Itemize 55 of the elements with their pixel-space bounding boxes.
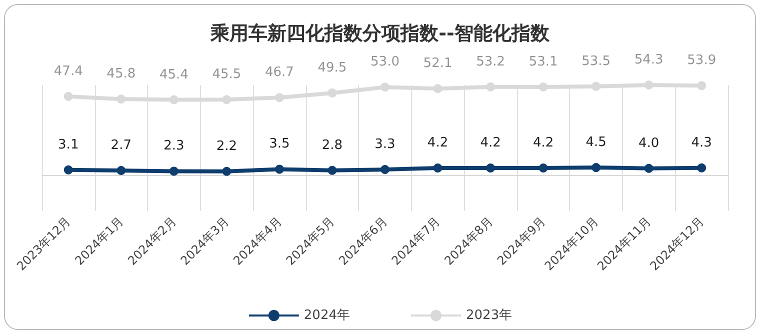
legend-label: 2023年 [466, 308, 512, 323]
point [538, 164, 548, 173]
point [486, 164, 496, 173]
point [380, 165, 390, 174]
data-label: 3.5 [269, 136, 290, 152]
data-label: 53.1 [528, 54, 558, 70]
point [592, 82, 601, 91]
data-label: 45.4 [159, 67, 188, 82]
data-label: 46.7 [264, 65, 294, 80]
point [697, 81, 706, 90]
data-label: 2.8 [322, 138, 343, 153]
point [274, 164, 284, 174]
data-label: 53.0 [370, 54, 400, 70]
data-label: 3.1 [58, 137, 79, 152]
point [64, 92, 73, 101]
data-label: 53.9 [687, 53, 716, 68]
point [486, 82, 496, 92]
point [433, 164, 442, 173]
data-label: 2.3 [164, 138, 184, 154]
data-label: 54.3 [634, 52, 664, 68]
data-label: 52.1 [423, 56, 452, 72]
data-label: 4.2 [427, 136, 448, 151]
data-label: 4.2 [480, 136, 501, 151]
point [116, 94, 126, 104]
data-label: 4.0 [638, 136, 660, 151]
data-label: 47.4 [54, 64, 83, 79]
point [64, 165, 73, 174]
point [116, 166, 126, 176]
data-label: 45.5 [212, 67, 242, 82]
data-label: 2.2 [216, 138, 238, 154]
point [169, 166, 178, 176]
data-label: 45.8 [106, 66, 136, 82]
point [222, 166, 232, 176]
point [380, 82, 390, 92]
data-label: 49.5 [318, 60, 347, 76]
data-label: 53.5 [582, 54, 611, 69]
chart-title: 乘用车新四化指数分项指数--智能化指数 [210, 22, 550, 44]
data-label: 4.3 [691, 135, 712, 150]
data-label: 4.5 [586, 135, 606, 150]
legend-label: 2024年 [304, 308, 350, 323]
point [538, 82, 548, 92]
point [697, 163, 706, 172]
point [328, 166, 337, 175]
point [222, 95, 232, 104]
data-label: 4.2 [532, 136, 554, 151]
data-label: 2.7 [110, 138, 132, 154]
point [274, 93, 284, 102]
point [644, 164, 654, 173]
point [328, 88, 337, 98]
point [592, 163, 601, 172]
data-label: 3.3 [374, 137, 396, 152]
point [169, 95, 178, 104]
data-label: 53.2 [476, 54, 506, 70]
point [433, 84, 442, 94]
point [644, 80, 654, 90]
